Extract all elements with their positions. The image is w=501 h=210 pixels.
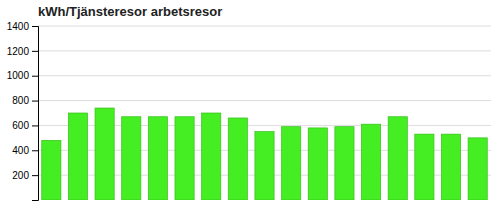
grid-line [38, 50, 491, 51]
tick-mark [32, 150, 38, 151]
bar [228, 118, 247, 200]
bar [122, 117, 141, 200]
bar [441, 134, 460, 200]
tick-mark [32, 101, 38, 102]
title: kWh/Tjänsteresor arbetsresor [38, 4, 222, 19]
grid-line [38, 26, 491, 27]
bar [255, 132, 274, 200]
chart: kWh/Tjänsteresor arbetsresor 200 400 600 800… [0, 0, 501, 210]
tick-label: 1200 [7, 46, 30, 57]
tick: 1000 [7, 70, 38, 81]
tick: 600 [12, 120, 38, 131]
tick-mark [32, 26, 38, 27]
tick-mark [32, 76, 38, 77]
bar [42, 140, 61, 200]
bar [388, 117, 407, 200]
tick-mark [32, 51, 38, 52]
bar [415, 134, 434, 200]
tick-label: 800 [12, 95, 29, 106]
grid-line [38, 100, 491, 101]
grid-line [38, 75, 491, 76]
bar [308, 128, 327, 200]
tick-label: 600 [12, 120, 29, 131]
tick: 200 [12, 170, 38, 181]
bar [282, 127, 301, 200]
bar [95, 108, 114, 200]
bars [42, 108, 488, 200]
tick-label: 1000 [7, 70, 30, 81]
tick: 1200 [7, 46, 38, 57]
tick-label: 1400 [7, 21, 30, 32]
tick: 800 [12, 95, 38, 106]
bar [175, 117, 194, 200]
tick-mark [32, 175, 38, 176]
bar [68, 113, 87, 200]
y-axis: 200 400 600 800 1000 1200 1400 [7, 21, 39, 201]
bar [335, 127, 354, 200]
bar [148, 117, 167, 200]
tick: 1400 [7, 21, 38, 32]
tick-label: 200 [12, 170, 29, 181]
tick-mark [32, 125, 38, 126]
plot: 200 400 600 800 1000 1200 1400 [7, 21, 491, 201]
bar [468, 138, 487, 200]
bar [361, 124, 380, 200]
tick: 400 [12, 145, 38, 156]
axis-line [32, 27, 39, 201]
tick-label: 400 [12, 145, 29, 156]
bar [202, 113, 221, 200]
